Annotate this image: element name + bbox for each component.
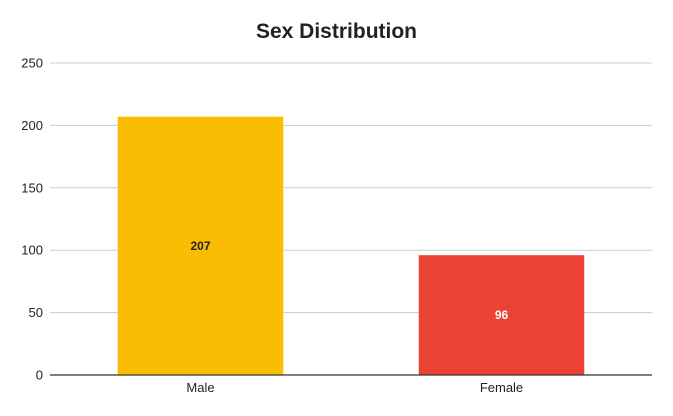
y-tick-label: 50 bbox=[29, 305, 43, 320]
y-tick-label: 150 bbox=[21, 180, 43, 195]
data-label: 207 bbox=[190, 239, 210, 253]
bar-male bbox=[117, 116, 284, 375]
y-tick-label: 100 bbox=[21, 243, 43, 258]
y-axis: 0 50 100 150 200 250 bbox=[21, 56, 43, 383]
x-axis: Male Female bbox=[50, 374, 652, 395]
data-label: 96 bbox=[495, 308, 509, 322]
chart-title: Sex Distribution bbox=[256, 20, 417, 43]
bar-female bbox=[418, 255, 585, 375]
bars bbox=[117, 116, 585, 375]
y-tick-label: 200 bbox=[21, 118, 43, 133]
data-labels: 207 96 bbox=[190, 239, 508, 322]
y-tick-label: 250 bbox=[21, 56, 43, 71]
x-tick-label: Male bbox=[186, 380, 214, 395]
y-tick-label: 0 bbox=[36, 368, 43, 383]
x-tick-label: Female bbox=[480, 380, 523, 395]
